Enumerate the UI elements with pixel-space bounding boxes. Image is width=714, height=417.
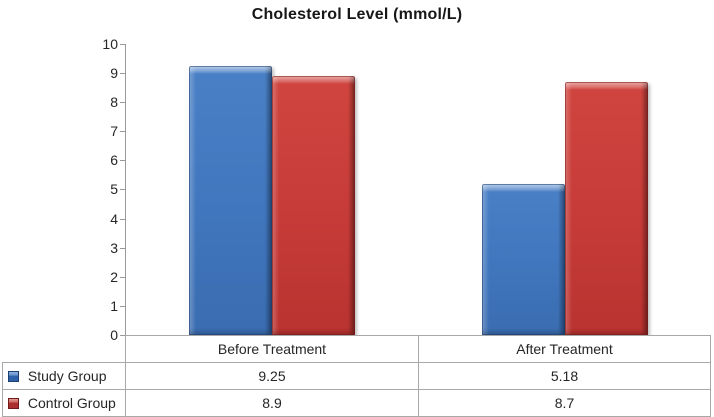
bar-groups <box>126 44 711 335</box>
y-tick-mark <box>120 189 125 191</box>
y-tick-label: 9 <box>110 65 118 82</box>
y-tick-mark <box>120 102 125 104</box>
bar-study-group-after-treatment[interactable] <box>481 184 565 335</box>
legend-label-study-group: Study Group <box>27 368 107 384</box>
value-cell-control-before: 8.9 <box>125 389 419 417</box>
y-tick-mark <box>120 247 125 249</box>
y-tick-mark <box>120 160 125 162</box>
y-tick-mark <box>120 73 125 75</box>
legend-item-control-group[interactable]: Control Group <box>2 389 126 417</box>
y-tick-mark <box>120 218 125 220</box>
bar-control-group-before-treatment[interactable] <box>272 76 356 335</box>
control-group-legend-marker-icon <box>8 398 19 409</box>
y-tick-mark <box>120 334 125 336</box>
value-cell-control-after: 8.7 <box>418 389 711 417</box>
y-tick-label: 7 <box>110 123 118 140</box>
legend-item-study-group[interactable]: Study Group <box>2 362 126 390</box>
table-row-control-group: Control Group 8.9 8.7 <box>2 389 711 417</box>
study-group-legend-marker-icon <box>8 371 19 382</box>
y-tick-label: 6 <box>110 152 118 169</box>
bar-group-1 <box>419 44 712 335</box>
y-tick-mark <box>120 131 125 133</box>
y-tick-label: 4 <box>110 210 118 227</box>
y-tick-mark <box>120 305 125 307</box>
plot-area <box>125 44 711 335</box>
y-tick-label: 5 <box>110 181 118 198</box>
bar-control-group-after-treatment[interactable] <box>564 81 648 335</box>
table-row-study-group: Study Group 9.25 5.18 <box>2 362 711 390</box>
category-label-before-treatment: Before Treatment <box>125 335 419 363</box>
legend-label-control-group: Control Group <box>27 395 116 411</box>
data-table: Before Treatment After Treatment Study G… <box>2 335 711 417</box>
category-header-row: Before Treatment After Treatment <box>3 335 711 363</box>
y-tick-label: 10 <box>102 36 118 52</box>
y-tick-label: 1 <box>110 297 118 314</box>
y-tick-mark <box>120 276 125 278</box>
y-axis-tick-labels: 10 9 8 7 6 5 4 3 2 1 0 <box>78 37 118 342</box>
y-tick-label: 0 <box>110 326 118 343</box>
bar-group-0 <box>126 44 419 335</box>
bar-study-group-before-treatment[interactable] <box>189 65 273 335</box>
y-tick-label: 2 <box>110 268 118 285</box>
y-tick-label: 8 <box>110 94 118 111</box>
value-cell-study-after: 5.18 <box>418 362 711 390</box>
category-label-after-treatment: After Treatment <box>418 335 711 363</box>
chart-title: Cholesterol Level (mmol/L) <box>251 6 463 23</box>
y-axis-tick-marks <box>120 44 125 336</box>
value-cell-study-before: 9.25 <box>125 362 419 390</box>
y-tick-label: 3 <box>110 239 118 256</box>
y-tick-mark <box>120 44 125 45</box>
table-corner-cell <box>3 336 126 363</box>
